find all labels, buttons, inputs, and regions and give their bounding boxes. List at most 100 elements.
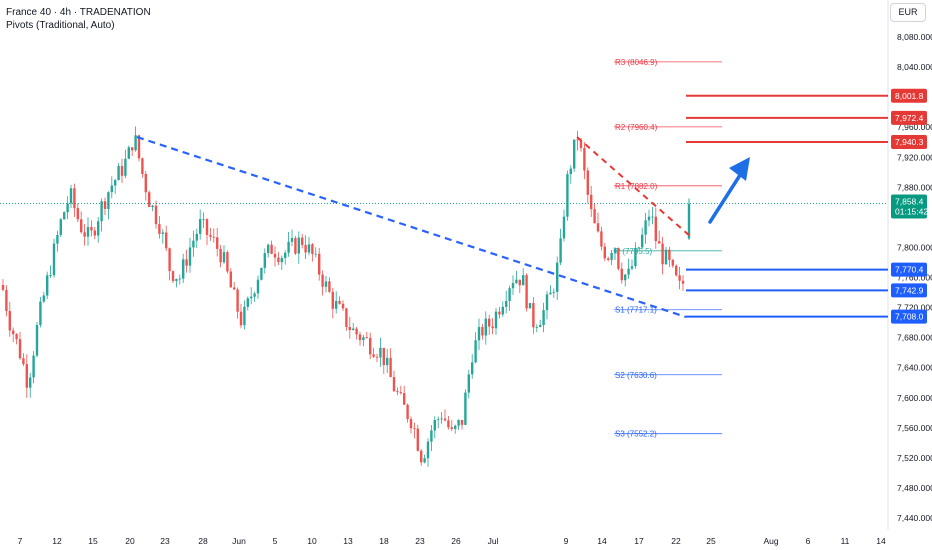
candle-body: [658, 241, 661, 244]
x-tick-label: 14: [597, 536, 607, 546]
candle-body: [423, 458, 426, 463]
candle-body: [420, 450, 423, 463]
candle-body: [270, 244, 273, 254]
candle-body: [233, 287, 236, 290]
candle-body: [617, 248, 620, 269]
candle-body: [22, 358, 25, 365]
candle-body: [127, 147, 130, 159]
candle-body: [675, 265, 678, 276]
candle-body: [372, 354, 375, 357]
candle-body: [18, 339, 22, 359]
candle-body: [52, 243, 56, 276]
candle-body: [481, 327, 484, 336]
candle-body: [12, 330, 15, 335]
x-tick-label: Jul: [488, 536, 499, 546]
candle-body: [8, 311, 11, 331]
candle-body: [273, 253, 277, 258]
candle-body: [634, 248, 637, 267]
candle-body: [518, 279, 521, 286]
support-badge-label-0: 7,770.4: [895, 265, 924, 275]
candle-body: [120, 166, 124, 176]
candle-body: [144, 174, 147, 193]
candle-body: [586, 170, 589, 195]
y-tick-label: 7,600.000: [897, 393, 932, 403]
descending-resistance-trendline: [576, 136, 691, 237]
candle-body: [137, 135, 141, 159]
candle-body: [158, 224, 161, 234]
candle-body: [474, 340, 477, 363]
candle-body: [450, 427, 453, 429]
candle-body: [35, 324, 39, 356]
candle-body: [542, 310, 545, 326]
candle-body: [508, 288, 511, 302]
candle-body: [460, 419, 464, 425]
candle-body: [103, 201, 107, 209]
candle-body: [134, 135, 137, 151]
candle-body: [69, 188, 73, 204]
candle-body: [352, 328, 355, 331]
candle-body: [433, 419, 436, 431]
indicator-label[interactable]: Pivots (Traditional, Auto): [6, 20, 115, 31]
symbol-title[interactable]: France 40 · 4h · TRADENATION: [6, 7, 151, 18]
candle-body: [644, 220, 647, 235]
candle-body: [498, 311, 501, 315]
candle-body: [168, 248, 171, 272]
candle-body: [216, 237, 219, 249]
currency-button[interactable]: EUR: [890, 3, 926, 22]
candle-body: [226, 252, 229, 272]
candle-body: [528, 303, 532, 309]
candle-body: [641, 234, 644, 248]
candle-body: [39, 301, 42, 325]
candle-body: [610, 252, 613, 260]
candle-body: [443, 418, 447, 421]
pivot-label-r2: R2 (7960.4): [615, 123, 658, 132]
candle-body: [406, 404, 409, 420]
candle-body: [192, 240, 195, 248]
candle-body: [379, 347, 382, 358]
candle-body: [256, 279, 260, 294]
candle-body: [593, 209, 596, 224]
candle-body: [464, 392, 467, 425]
y-tick-label: 7,520.000: [897, 453, 932, 463]
candle-body: [348, 327, 351, 331]
pivot-label-s2: S2 (7630.6): [615, 371, 657, 380]
candle-body: [590, 194, 593, 210]
candle-body: [222, 252, 226, 263]
candle-body: [5, 289, 8, 312]
candle-body: [1, 285, 5, 290]
candle-body: [161, 232, 164, 234]
candle-body: [324, 281, 328, 287]
candle-body: [664, 249, 668, 265]
candle-body: [539, 325, 542, 328]
x-tick-label: 15: [88, 536, 98, 546]
candle-body: [345, 308, 348, 328]
candle-body: [46, 275, 49, 296]
candle-body: [437, 419, 440, 421]
candle-body: [148, 192, 151, 207]
x-tick-label: 18: [379, 536, 389, 546]
candle-body: [562, 216, 566, 239]
candle-body: [287, 241, 290, 253]
x-tick-label: 7: [18, 536, 23, 546]
bullish-arrow-shaft: [708, 170, 744, 224]
candle-body: [328, 281, 331, 292]
candle-body: [63, 212, 66, 220]
candle-body: [596, 223, 600, 232]
candle-body: [83, 232, 86, 237]
candle-body: [426, 441, 430, 459]
candle-body: [301, 237, 304, 245]
candle-body: [440, 418, 443, 420]
candle-body: [522, 275, 525, 286]
x-tick-label: 25: [706, 536, 716, 546]
candle-body: [107, 192, 110, 209]
candle-body: [382, 347, 385, 366]
candle-body: [627, 268, 630, 275]
candle-body: [654, 216, 657, 242]
x-tick-label: 23: [160, 536, 170, 546]
x-tick-label: 10: [307, 536, 317, 546]
candle-body: [171, 271, 175, 282]
candle-body: [188, 247, 192, 266]
resistance-badge-label-1: 7,972.4: [895, 113, 924, 123]
candle-body: [620, 268, 623, 281]
